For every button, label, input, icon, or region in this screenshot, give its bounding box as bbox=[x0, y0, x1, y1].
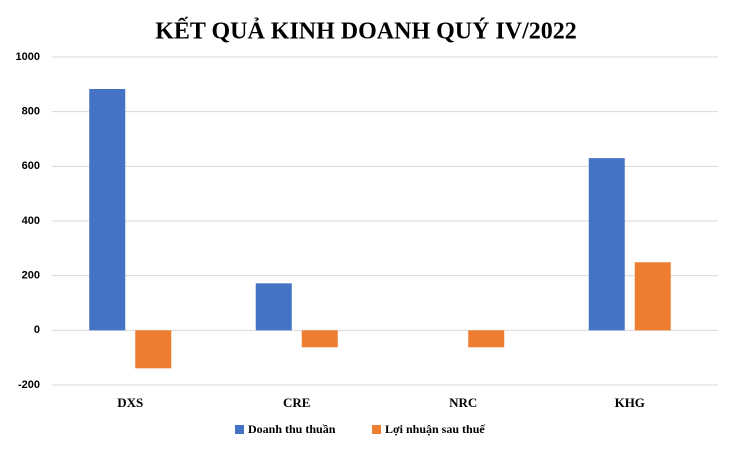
bar bbox=[468, 330, 505, 348]
y-tick-label: 0 bbox=[34, 324, 40, 336]
y-tick-label: -200 bbox=[18, 379, 40, 391]
x-tick-label: NRC bbox=[449, 395, 477, 410]
y-tick-label: 400 bbox=[22, 215, 40, 227]
y-tick-label: 1000 bbox=[16, 51, 40, 63]
bar bbox=[89, 88, 126, 331]
bar bbox=[255, 283, 292, 331]
legend-label: Doanh thu thuần bbox=[248, 422, 336, 436]
legend-swatch bbox=[235, 425, 244, 434]
chart-title: KẾT QUẢ KINH DOANH QUÝ IV/2022 bbox=[155, 18, 577, 45]
bar bbox=[634, 262, 671, 331]
bar bbox=[135, 330, 172, 369]
x-tick-label: CRE bbox=[283, 395, 310, 410]
y-tick-label: 200 bbox=[22, 270, 40, 282]
bar bbox=[301, 330, 338, 348]
y-tick-label: 800 bbox=[22, 106, 40, 118]
legend-label: Lợi nhuận sau thuế bbox=[385, 422, 485, 436]
bar bbox=[588, 158, 625, 331]
x-tick-label: DXS bbox=[117, 395, 143, 410]
y-tick-label: 600 bbox=[22, 160, 40, 172]
x-tick-label: KHG bbox=[615, 395, 645, 410]
legend-swatch bbox=[372, 425, 381, 434]
